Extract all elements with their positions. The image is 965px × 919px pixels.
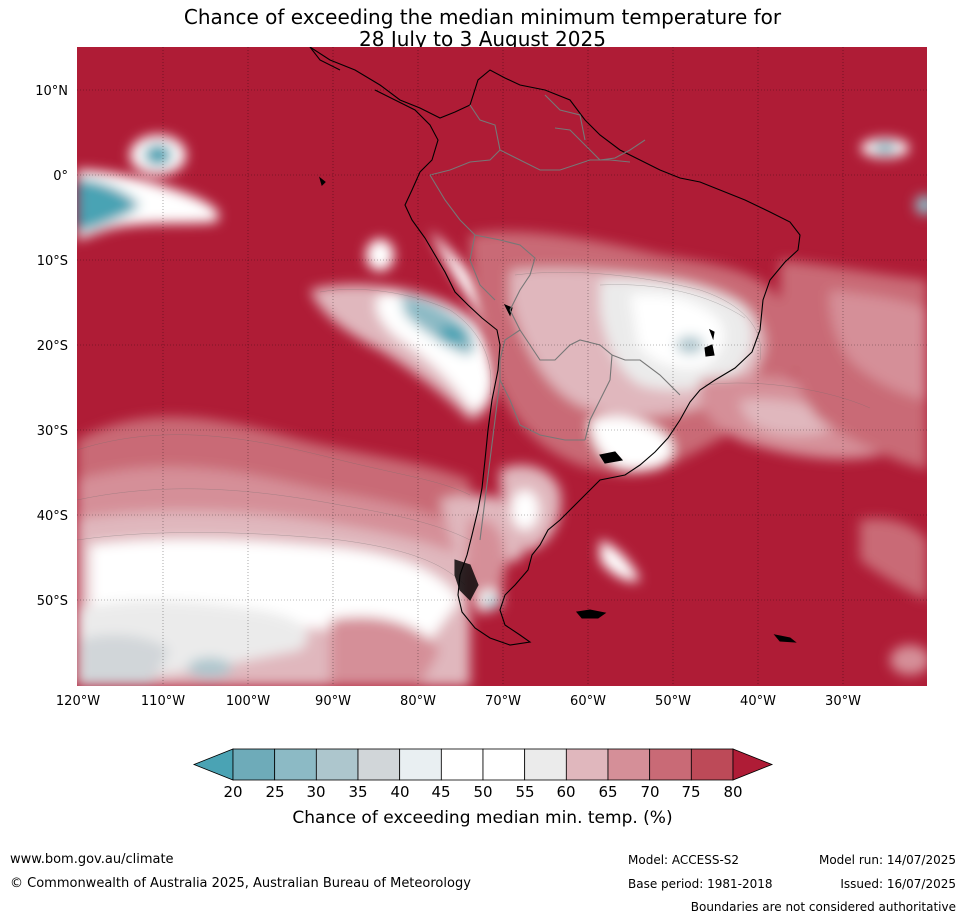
model-text: Model: ACCESS-S2 (628, 853, 740, 867)
lat-label: 0° (53, 169, 68, 184)
colorbar-segment (565, 748, 609, 781)
lon-label: 40°W (740, 694, 776, 709)
website-link[interactable]: www.bom.gov.au/climate (10, 852, 174, 867)
lat-label: 10°N (35, 84, 68, 99)
lon-label: 100°W (226, 694, 270, 709)
lon-label: 60°W (570, 694, 606, 709)
colorbar-segment (482, 748, 526, 781)
lat-label: 50°S (37, 594, 68, 609)
colorbar-segment (690, 748, 734, 781)
lon-label: 120°W (56, 694, 100, 709)
colorbar-segment (649, 748, 692, 781)
copyright-text: © Commonwealth of Australia 2025, Austra… (10, 876, 471, 891)
lat-label: 30°S (37, 424, 68, 439)
map-title-line2: 28 July to 3 August 2025 (359, 27, 606, 51)
country-borders (429, 94, 681, 541)
colorbar-segment (315, 748, 359, 781)
lon-label: 70°W (485, 694, 521, 709)
base-period-text: Base period: 1981-2018 (628, 877, 773, 891)
lon-label: 110°W (141, 694, 185, 709)
model-run-text: Model run: 14/07/2025 (818, 853, 956, 867)
lat-label: 10°S (37, 254, 68, 269)
coastline (309, 47, 801, 646)
disclaimer-text: Boundaries are not considered authoritat… (690, 900, 956, 914)
map-title-line1: Chance of exceeding the median minimum t… (183, 5, 782, 29)
colorbar-tick: 50 (473, 783, 493, 801)
colorbar-segment (607, 748, 651, 781)
colorbar-tick: 75 (681, 783, 701, 801)
colorbar-segment (357, 748, 401, 781)
colorbar-tick: 45 (431, 783, 451, 801)
colorbar-tick: 30 (306, 783, 326, 801)
colorbar-segment (524, 748, 567, 781)
lat-label: 20°S (37, 339, 68, 354)
colorbar-tick: 60 (556, 783, 576, 801)
lon-label: 90°W (315, 694, 351, 709)
colorbar-tick: 80 (723, 783, 743, 801)
lon-label: 80°W (400, 694, 436, 709)
colorbar-tick: 65 (598, 783, 618, 801)
colorbar-tick: 40 (390, 783, 410, 801)
colorbar-tick: 20 (223, 783, 243, 801)
colorbar-segment (274, 748, 317, 781)
colorbar-label: Chance of exceeding median min. temp. (%… (292, 808, 673, 828)
colorbar-tick: 70 (640, 783, 660, 801)
colorbar-segment (399, 748, 442, 781)
map-field (77, 47, 927, 686)
colorbar (192, 748, 774, 781)
colorbar-segment (440, 748, 484, 781)
lat-label: 40°S (37, 509, 68, 524)
colorbar-tick: 25 (265, 783, 285, 801)
graticule (77, 47, 927, 686)
lon-label: 50°W (655, 694, 691, 709)
colorbar-tick: 55 (515, 783, 535, 801)
colorbar-extend-high (732, 748, 774, 781)
colorbar-segment (232, 748, 276, 781)
colorbar-extend-low (192, 748, 234, 781)
lon-label: 30°W (825, 694, 861, 709)
issued-text: Issued: 16/07/2025 (840, 877, 956, 891)
colorbar-tick: 35 (348, 783, 368, 801)
